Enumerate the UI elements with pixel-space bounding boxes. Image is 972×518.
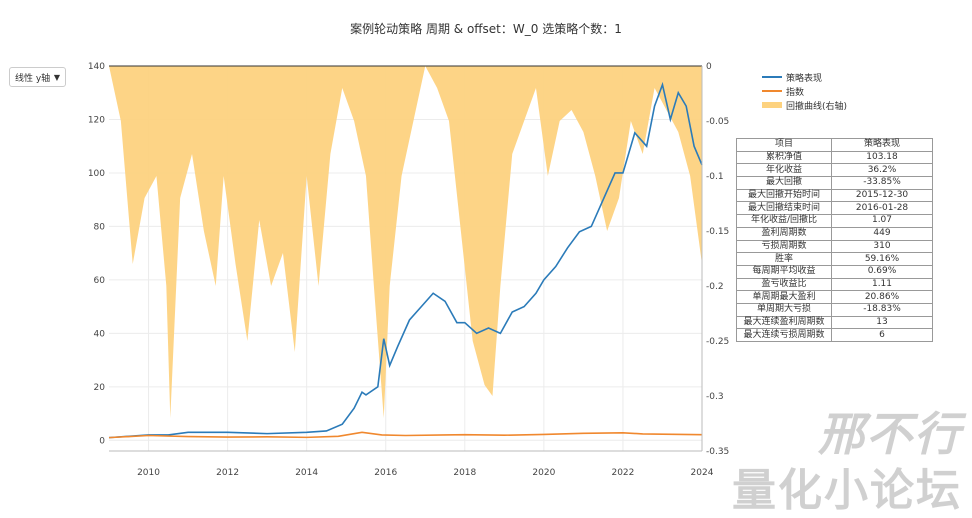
stats-table: 项目 策略表现 累积净值 103.18 年化收益 36.2% 最大回撤 -33.85% 最大…	[736, 138, 933, 342]
y-right-tick-label: -0.3	[706, 392, 724, 402]
x-tick-label: 2018	[453, 468, 476, 478]
stats-item-value: 6	[831, 328, 933, 342]
stats-item-label: 最大回撤	[736, 176, 832, 190]
y-left-tick-label: 60	[94, 276, 106, 286]
stats-item-value: 1.11	[831, 277, 933, 292]
stats-item-label: 最大连续亏损周期数	[736, 328, 832, 342]
legend-label: 策略表现	[786, 73, 823, 84]
stats-item-label: 最大回撤结束时间	[736, 201, 832, 216]
y-left-tick-label: 0	[99, 436, 105, 446]
stats-row: 年化收益 36.2%	[736, 163, 933, 178]
stats-row: 最大回撤 -33.85%	[736, 176, 933, 190]
strategy-line	[108, 81, 703, 439]
stats-item-label: 最大连续盈利周期数	[736, 315, 832, 330]
stats-item-value: -18.83%	[831, 302, 933, 317]
stats-item-value: 20.86%	[831, 290, 933, 304]
stats-item-value: 13	[831, 315, 933, 330]
y-right-tick-label: -0.05	[706, 117, 729, 127]
stats-row: 盈亏收益比 1.11	[736, 277, 933, 292]
y-right-tick-label: 0	[706, 62, 712, 72]
legend-swatch	[762, 102, 782, 108]
x-tick-label: 2020	[532, 468, 555, 478]
stats-row: 亏损周期数 310	[736, 239, 933, 254]
stats-item-value: 1.07	[831, 214, 933, 228]
stats-header-row: 项目 策略表现	[736, 138, 933, 152]
x-tick-label: 2012	[216, 468, 239, 478]
stats-row: 年化收益/回撤比 1.07	[736, 214, 933, 228]
stats-item-value: -33.85%	[831, 176, 933, 190]
legend-item[interactable]: 策略表现	[762, 70, 847, 84]
stats-item-value: 0.69%	[831, 264, 933, 279]
watermark-line1: 邢不行	[818, 407, 962, 461]
stats-item-label: 胜率	[736, 252, 832, 266]
stats-item-label: 每周期平均收益	[736, 264, 832, 279]
stats-item-label: 盈亏收益比	[736, 277, 832, 292]
stats-row: 最大连续亏损周期数 6	[736, 328, 933, 342]
stats-item-value: 36.2%	[831, 163, 933, 178]
watermark-line2: 量化小论坛	[732, 465, 962, 516]
stats-item-label: 最大回撤开始时间	[736, 188, 832, 203]
stats-header-value: 策略表现	[831, 138, 933, 152]
stats-item-label: 单周期最大盈利	[736, 290, 832, 304]
stats-row: 单周期最大盈利 20.86%	[736, 290, 933, 304]
stats-item-label: 亏损周期数	[736, 239, 832, 254]
y-axis-select-label: 线性 y轴	[15, 73, 51, 84]
stats-item-value: 103.18	[831, 150, 933, 165]
stats-item-value: 310	[831, 239, 933, 254]
drawdown-area	[109, 66, 702, 418]
y-left-tick-label: 140	[88, 62, 105, 72]
stats-item-label: 盈利周期数	[736, 226, 832, 241]
stats-item-label: 年化收益/回撤比	[736, 214, 832, 228]
y-left-tick-label: 120	[88, 115, 105, 125]
y-axis-scale-select[interactable]: 线性 y轴 ▼	[9, 67, 66, 87]
stats-row: 胜率 59.16%	[736, 252, 933, 266]
stats-item-value: 2015-12-30	[831, 188, 933, 203]
legend-swatch	[762, 90, 782, 92]
stats-item-label: 年化收益	[736, 163, 832, 178]
stats-row: 每周期平均收益 0.69%	[736, 264, 933, 279]
legend-swatch	[762, 76, 782, 78]
stats-row: 最大连续盈利周期数 13	[736, 315, 933, 330]
y-right-tick-label: -0.1	[706, 172, 724, 182]
x-tick-label: 2024	[691, 468, 714, 478]
stats-row: 最大回撤结束时间 2016-01-28	[736, 201, 933, 216]
x-tick-label: 2014	[295, 468, 318, 478]
y-left-tick-label: 100	[88, 169, 105, 179]
legend-label: 回撤曲线(右轴)	[786, 101, 848, 112]
chart-legend: 策略表现指数回撤曲线(右轴)	[762, 70, 847, 112]
watermark: 邢不行 量化小论坛	[725, 398, 970, 516]
stats-row: 盈利周期数 449	[736, 226, 933, 241]
y-right-tick-label: -0.35	[706, 447, 729, 457]
x-tick-label: 2010	[137, 468, 160, 478]
stats-row: 最大回撤开始时间 2015-12-30	[736, 188, 933, 203]
stats-item-value: 59.16%	[831, 252, 933, 266]
y-left-tick-label: 20	[94, 383, 106, 393]
y-right-tick-label: -0.25	[706, 337, 729, 347]
legend-item[interactable]: 指数	[762, 84, 847, 98]
y-left-tick-label: 40	[94, 329, 106, 339]
caret-down-icon: ▼	[53, 72, 60, 82]
stats-item-label: 累积净值	[736, 150, 832, 165]
stats-row: 单周期大亏损 -18.83%	[736, 302, 933, 317]
stats-header-item: 项目	[736, 138, 832, 152]
y-right-tick-label: -0.2	[706, 282, 724, 292]
index-line	[108, 431, 703, 439]
chart-title: 案例轮动策略 周期 & offset：W_0 选策略个数：1	[350, 22, 622, 36]
x-tick-label: 2016	[374, 468, 397, 478]
legend-label: 指数	[786, 87, 805, 98]
stats-row: 累积净值 103.18	[736, 150, 933, 165]
stats-item-label: 单周期大亏损	[736, 302, 832, 317]
y-right-tick-label: -0.15	[706, 227, 729, 237]
x-tick-label: 2022	[611, 468, 634, 478]
stats-item-value: 2016-01-28	[831, 201, 933, 216]
y-left-tick-label: 80	[94, 222, 106, 232]
legend-item[interactable]: 回撤曲线(右轴)	[762, 98, 847, 112]
stats-item-value: 449	[831, 226, 933, 241]
